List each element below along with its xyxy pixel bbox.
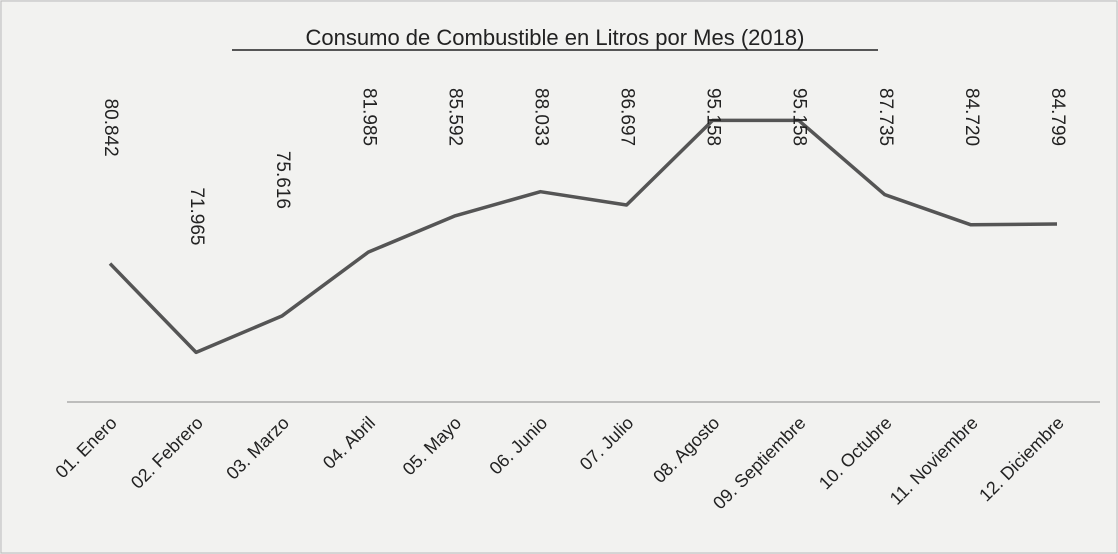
data-label: 80.842 xyxy=(100,99,121,157)
data-label: 81.985 xyxy=(358,88,379,146)
data-label: 84.799 xyxy=(1047,88,1068,146)
line xyxy=(108,118,1058,355)
data-label: 86.697 xyxy=(617,88,638,146)
data-label: 71.965 xyxy=(186,187,207,245)
data-label: 75.616 xyxy=(272,151,293,209)
data-label: 84.720 xyxy=(961,88,982,146)
data-label: 95.158 xyxy=(789,88,810,146)
data-label: 87.735 xyxy=(875,88,896,146)
data-label: 95.158 xyxy=(703,88,724,146)
data-label: 88.033 xyxy=(530,88,551,146)
data-label: 85.592 xyxy=(444,88,465,146)
chart-title: Consumo de Combustible en Litros por Mes… xyxy=(306,25,805,50)
